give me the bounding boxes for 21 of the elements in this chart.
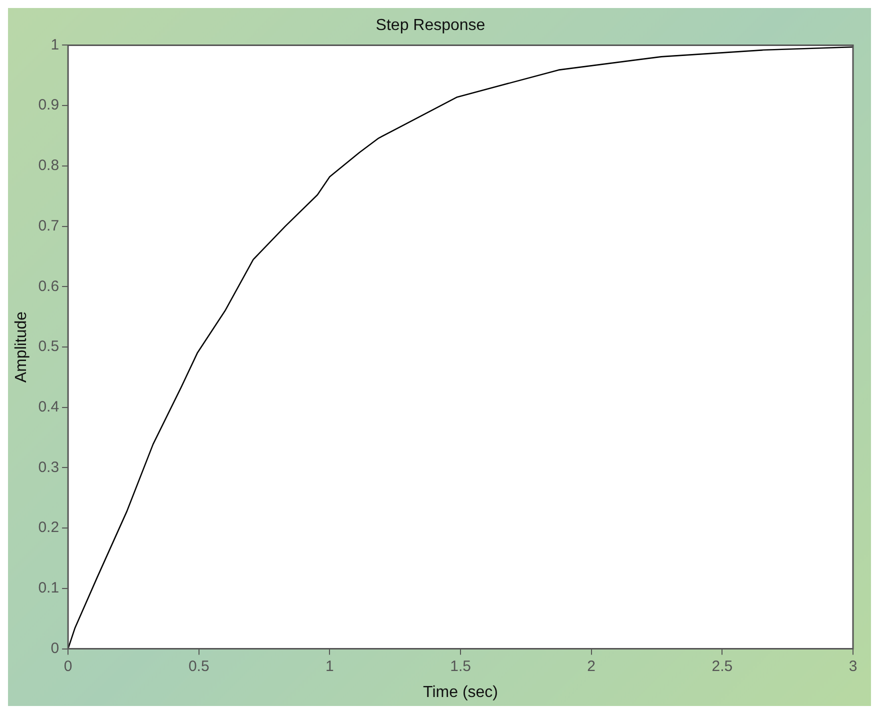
x-axis-title: Time (sec) bbox=[423, 684, 498, 701]
y-tick-label: 0.3 bbox=[38, 458, 60, 476]
y-tick-label: 0.1 bbox=[38, 580, 60, 597]
y-tick-label: 0.4 bbox=[38, 398, 60, 416]
x-tick-label: 3 bbox=[848, 658, 858, 675]
x-tick-label: 0 bbox=[64, 658, 72, 675]
y-tick-label: 0 bbox=[50, 640, 60, 657]
y-axis-title: Amplitude bbox=[13, 311, 30, 383]
y-tick-label: 0.2 bbox=[38, 519, 60, 536]
y-tick-label: 0.9 bbox=[38, 96, 60, 114]
y-tick-label: 1 bbox=[50, 36, 60, 54]
x-tick-label: 2 bbox=[587, 658, 596, 675]
x-tick-label: 2.5 bbox=[712, 658, 733, 675]
chart-title: Step Response bbox=[376, 17, 486, 34]
y-tick-label: 0.7 bbox=[38, 217, 60, 234]
x-tick-label: 1.5 bbox=[450, 658, 471, 675]
x-tick-label: 0.5 bbox=[188, 658, 210, 675]
y-tick-label: 0.8 bbox=[38, 157, 60, 174]
x-tick-label: 1 bbox=[326, 658, 334, 675]
y-tick-label: 0.5 bbox=[38, 338, 60, 356]
y-tick-label: 0.6 bbox=[38, 278, 60, 295]
